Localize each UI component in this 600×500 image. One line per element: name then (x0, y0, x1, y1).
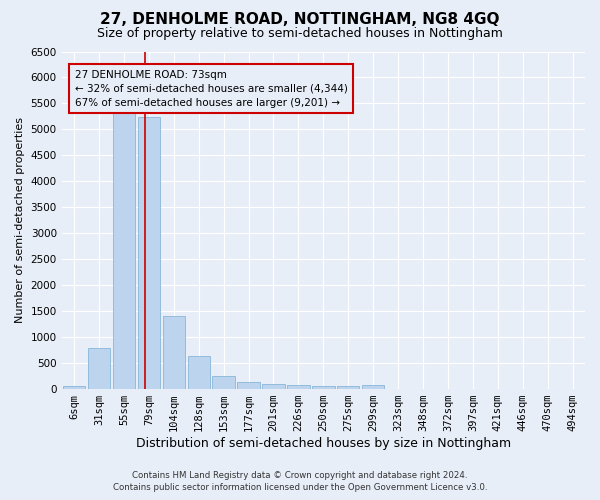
Bar (88, 348, 110, 389)
Bar (312, 386, 335, 389)
Bar (137, 117, 160, 389)
Bar (212, 376, 235, 389)
Bar (163, 316, 185, 389)
Text: Size of property relative to semi-detached houses in Nottingham: Size of property relative to semi-detach… (97, 28, 503, 40)
Bar (287, 386, 310, 389)
Bar (362, 385, 385, 389)
Bar (337, 386, 359, 389)
Bar (238, 382, 260, 389)
Text: Contains HM Land Registry data © Crown copyright and database right 2024.
Contai: Contains HM Land Registry data © Crown c… (113, 471, 487, 492)
X-axis label: Distribution of semi-detached houses by size in Nottingham: Distribution of semi-detached houses by … (136, 437, 511, 450)
Text: 27, DENHOLME ROAD, NOTTINGHAM, NG8 4GQ: 27, DENHOLME ROAD, NOTTINGHAM, NG8 4GQ (100, 12, 500, 28)
Bar (113, 114, 135, 389)
Bar (262, 384, 285, 389)
Bar (188, 356, 210, 389)
Y-axis label: Number of semi-detached properties: Number of semi-detached properties (15, 118, 25, 324)
Bar (63, 386, 85, 389)
Text: 27 DENHOLME ROAD: 73sqm
← 32% of semi-detached houses are smaller (4,344)
67% of: 27 DENHOLME ROAD: 73sqm ← 32% of semi-de… (74, 70, 347, 108)
